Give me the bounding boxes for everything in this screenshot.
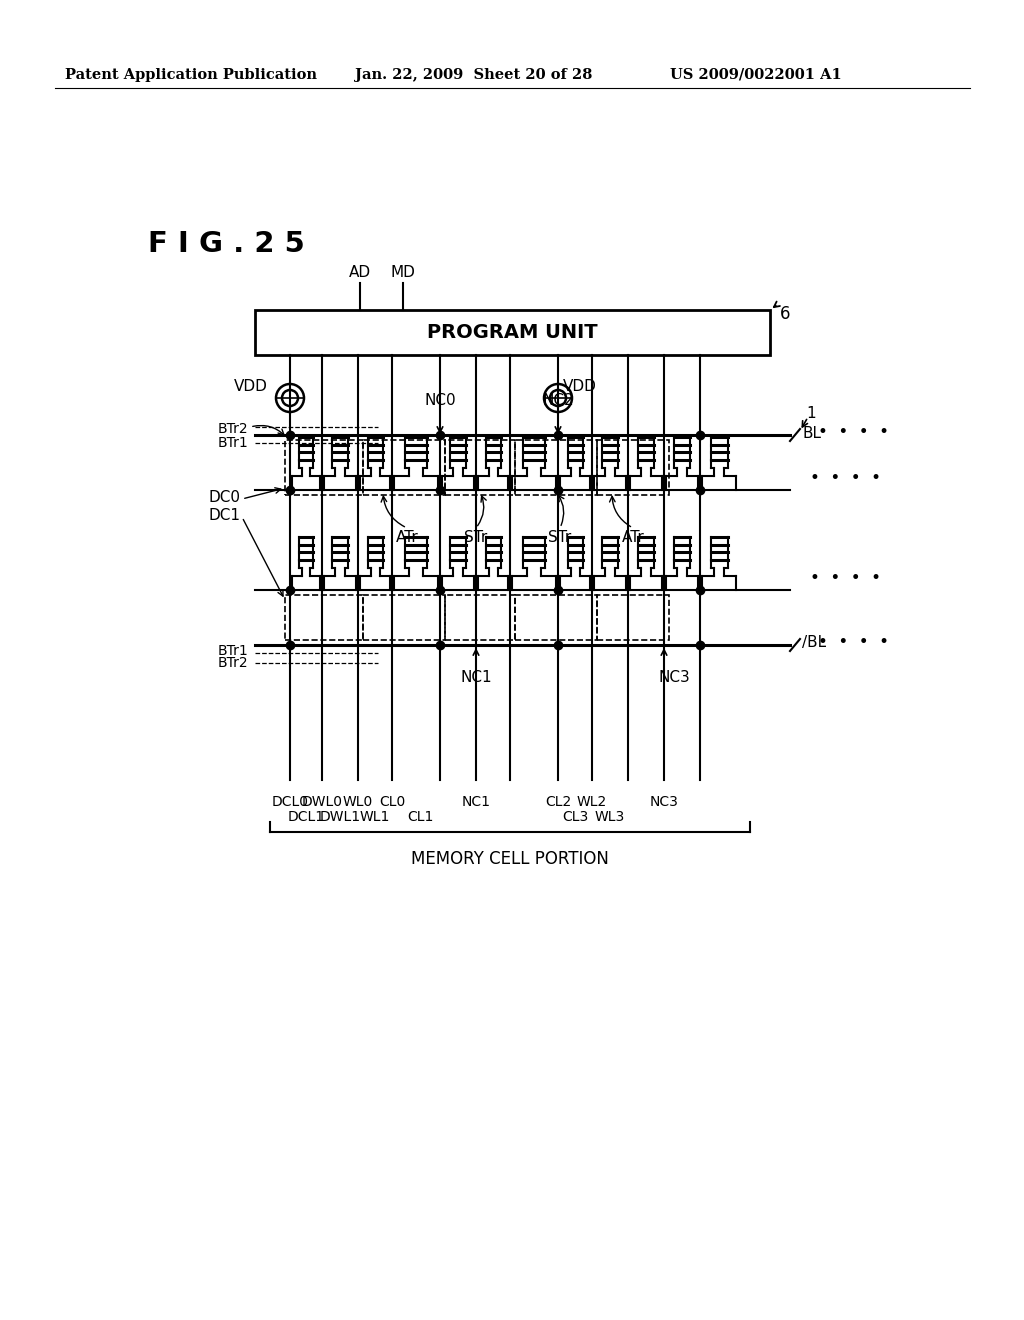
Text: CL2: CL2	[545, 795, 571, 809]
Text: US 2009/0022001 A1: US 2009/0022001 A1	[670, 69, 842, 82]
Text: BTr1: BTr1	[217, 644, 248, 657]
Text: BL: BL	[802, 425, 821, 441]
Text: WL1: WL1	[359, 810, 390, 824]
Bar	[362, 595, 445, 640]
Text: CL0: CL0	[379, 795, 406, 809]
Bar	[255, 310, 770, 355]
Text: NC3: NC3	[658, 671, 690, 685]
Bar	[445, 440, 515, 495]
Text: MD: MD	[390, 265, 416, 280]
Bar	[285, 595, 362, 640]
Bar	[445, 595, 515, 640]
Bar	[362, 440, 445, 495]
Text: BTr2: BTr2	[217, 656, 248, 671]
Text: DCL0: DCL0	[271, 795, 308, 809]
Text: •  •  •  •: • • • •	[818, 422, 889, 441]
Text: DCL1: DCL1	[288, 810, 325, 824]
Text: ATr: ATr	[622, 531, 644, 545]
Text: NC0: NC0	[424, 393, 456, 408]
Text: CL1: CL1	[407, 810, 433, 824]
Text: /BL: /BL	[802, 635, 826, 651]
Text: VDD: VDD	[563, 379, 597, 393]
Text: WL0: WL0	[343, 795, 373, 809]
Text: BTr2: BTr2	[217, 422, 248, 436]
Text: CL3: CL3	[562, 810, 588, 824]
Text: NC1: NC1	[462, 795, 490, 809]
Text: WL2: WL2	[577, 795, 607, 809]
Text: 6: 6	[780, 305, 791, 323]
Text: DC1: DC1	[208, 507, 240, 523]
Text: ATr: ATr	[395, 531, 419, 545]
Text: STr: STr	[549, 531, 571, 545]
Bar	[597, 440, 669, 495]
Text: •  •  •  •: • • • •	[818, 634, 889, 651]
Text: PROGRAM UNIT: PROGRAM UNIT	[427, 323, 598, 342]
Text: MEMORY CELL PORTION: MEMORY CELL PORTION	[411, 850, 609, 869]
Text: •  •  •  •: • • • •	[810, 469, 881, 487]
Text: •  •  •  •: • • • •	[810, 569, 881, 587]
Text: DC0: DC0	[208, 490, 240, 504]
Text: VDD: VDD	[234, 379, 268, 393]
Text: STr: STr	[464, 531, 487, 545]
Bar	[285, 440, 362, 495]
Text: BTr1: BTr1	[217, 436, 248, 450]
Text: F I G . 2 5: F I G . 2 5	[148, 230, 305, 257]
Text: 1: 1	[806, 405, 816, 421]
Text: NC2: NC2	[542, 393, 573, 408]
Bar	[597, 595, 669, 640]
Text: NC3: NC3	[649, 795, 679, 809]
Bar	[515, 440, 597, 495]
Text: AD: AD	[349, 265, 371, 280]
Text: DWL1: DWL1	[319, 810, 360, 824]
Text: Jan. 22, 2009  Sheet 20 of 28: Jan. 22, 2009 Sheet 20 of 28	[355, 69, 592, 82]
Text: Patent Application Publication: Patent Application Publication	[65, 69, 317, 82]
Text: NC1: NC1	[460, 671, 492, 685]
Text: DWL0: DWL0	[301, 795, 342, 809]
Text: WL3: WL3	[595, 810, 625, 824]
Bar	[515, 595, 597, 640]
